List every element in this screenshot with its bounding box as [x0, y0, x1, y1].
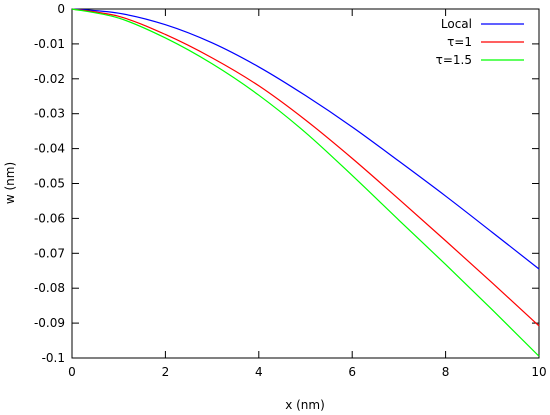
x-tick-label: 6	[348, 365, 356, 379]
legend-label: τ=1.5	[436, 53, 472, 67]
series-lines	[71, 8, 540, 357]
x-tick-label: 10	[531, 365, 546, 379]
series-line-1	[71, 8, 540, 327]
legend-label: Local	[441, 17, 472, 31]
y-tick-label: -0.08	[34, 281, 65, 295]
x-axis-label: x (nm)	[285, 398, 325, 412]
legend-label: τ=1	[447, 35, 472, 49]
y-tick-label: -0.1	[42, 351, 65, 365]
x-tick-label: 0	[68, 365, 76, 379]
series-line-0	[71, 8, 540, 270]
x-tick-label: 2	[162, 365, 170, 379]
y-tick-label: -0.06	[34, 211, 65, 225]
x-tick-label: 8	[442, 365, 450, 379]
y-tick-label: -0.03	[34, 107, 65, 121]
y-tick-label: 0	[57, 2, 65, 16]
axis-ticks: 0 2 4 6 8 10 0 -0.01 -0.02 -0.03 -0.04 -0.05 -0.06 -0…	[34, 2, 547, 379]
y-tick-label: -0.04	[34, 142, 65, 156]
series-line-2	[71, 8, 540, 357]
y-tick-label: -0.02	[34, 72, 65, 86]
y-tick-label: -0.05	[34, 177, 65, 191]
y-tick-label: -0.01	[34, 37, 65, 51]
y-tick-label: -0.07	[34, 246, 65, 260]
x-tick-label: 4	[255, 365, 263, 379]
y-tick-label: -0.09	[34, 316, 65, 330]
legend: Local τ=1 τ=1.5	[436, 17, 524, 67]
y-axis-label: w (nm)	[3, 162, 17, 204]
